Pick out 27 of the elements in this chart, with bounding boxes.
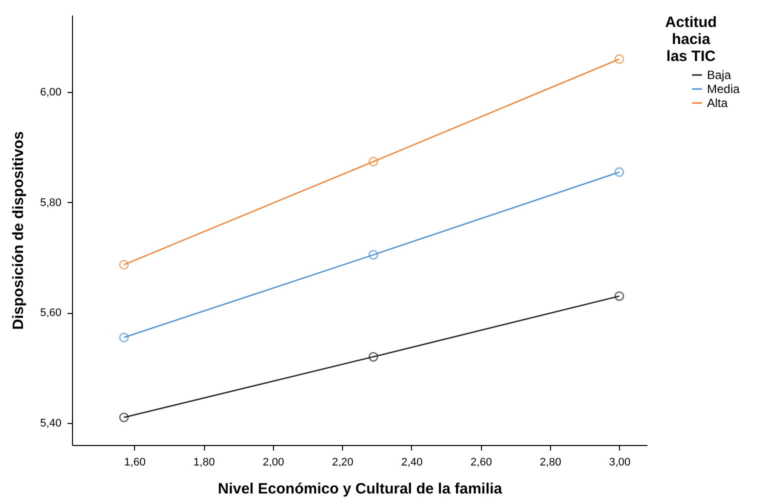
x-tick-label: 2,40 [401, 456, 423, 468]
point [119, 412, 129, 422]
x-tick-label: 1,80 [193, 456, 215, 468]
point [119, 260, 129, 270]
x-tick-label: 1,60 [124, 456, 146, 468]
point [614, 54, 624, 64]
y-tick-label: 6,00 [40, 86, 62, 99]
point [614, 167, 624, 177]
point [119, 332, 129, 342]
point [368, 156, 378, 166]
x-tick-label: 3,00 [609, 456, 630, 468]
legend-title: Actitud hacia las TIC [665, 14, 717, 65]
point [368, 352, 378, 362]
y-tick-label: 5,60 [40, 307, 62, 320]
legend-label: Media [707, 82, 740, 96]
x-tick-label: 2,80 [540, 456, 562, 468]
point [614, 291, 624, 301]
x-axis-title: Nivel Económico y Cultural de la familia [218, 480, 503, 498]
y-axis-title: Disposición de dispositivos [10, 131, 28, 330]
x-tick-label: 2,20 [332, 456, 354, 468]
y-tick-label: 5,80 [40, 196, 62, 209]
point [368, 250, 378, 260]
y-tick-label: 5,40 [40, 417, 62, 430]
legend-label: Alta [707, 96, 728, 110]
x-tick-label: 2,60 [470, 456, 492, 468]
legend-label: Baja [707, 68, 732, 82]
x-tick-label: 2,00 [262, 456, 284, 468]
